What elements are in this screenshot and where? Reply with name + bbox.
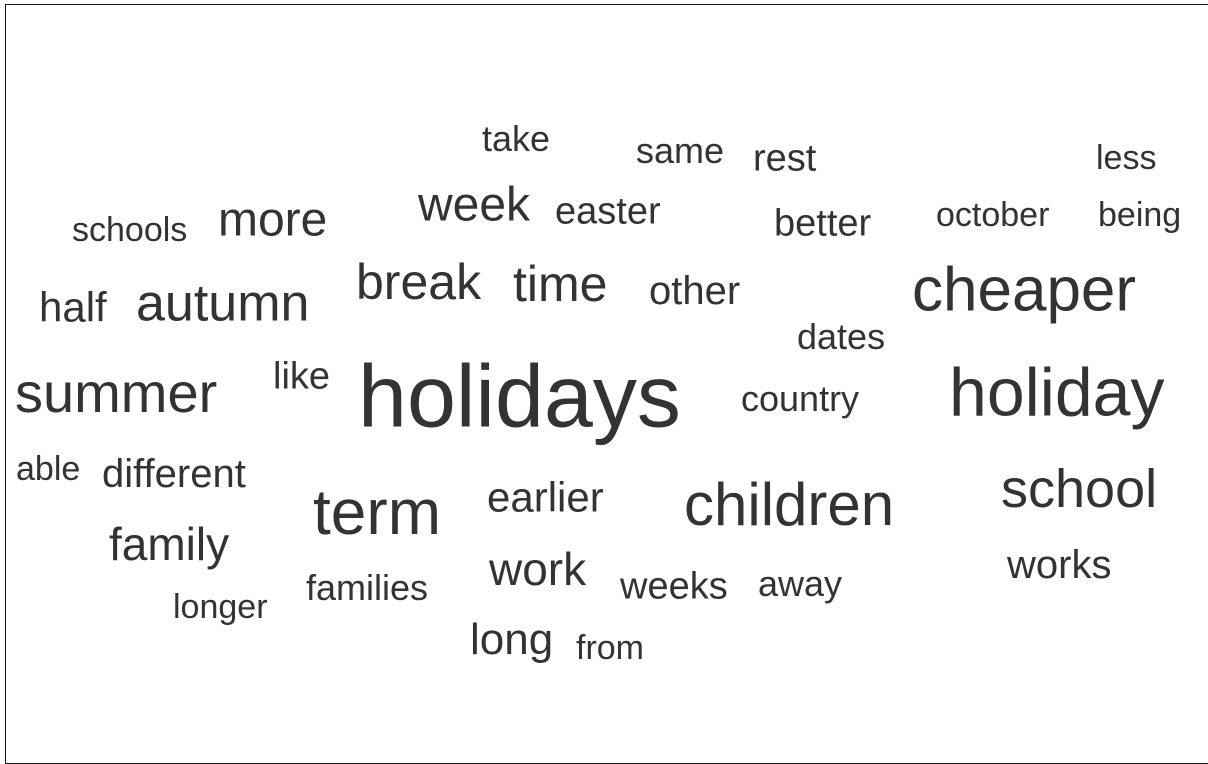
word-cheaper: cheaper [912, 255, 1137, 325]
word-week: week [418, 178, 531, 232]
word-term: term [313, 475, 441, 548]
word-different: different [102, 452, 246, 496]
word-families: families [306, 567, 429, 609]
word-take: take [482, 118, 551, 160]
word-time: time [513, 256, 608, 312]
word-holidays: holidays [358, 346, 681, 446]
word-easter: easter [555, 190, 661, 233]
word-family: family [109, 518, 230, 571]
word-dates: dates [797, 316, 886, 358]
word-less: less [1096, 138, 1157, 177]
word-work: work [489, 543, 587, 596]
word-half: half [39, 283, 107, 331]
word-more: more [218, 193, 328, 247]
word-cloud-panel: holidays holiday cheaper term children s… [5, 4, 1208, 764]
word-schools: schools [72, 210, 188, 249]
word-like: like [273, 355, 331, 398]
word-longer: longer [173, 587, 268, 626]
word-better: better [774, 202, 872, 245]
word-able: able [16, 449, 81, 488]
word-being: being [1098, 195, 1182, 234]
word-earlier: earlier [487, 473, 604, 521]
word-works: works [1007, 543, 1112, 587]
word-children: children [684, 471, 895, 538]
word-long: long [470, 614, 554, 664]
word-country: country [741, 378, 860, 420]
word-summer: summer [15, 361, 218, 425]
word-autumn: autumn [136, 274, 310, 333]
word-weeks: weeks [620, 565, 728, 608]
word-other: other [649, 269, 741, 313]
word-from: from [576, 628, 644, 667]
word-same: same [636, 130, 725, 172]
word-away: away [758, 563, 843, 605]
word-rest: rest [753, 137, 817, 180]
word-october: october [936, 195, 1050, 234]
word-school: school [1001, 458, 1158, 519]
word-holiday: holiday [949, 354, 1165, 431]
word-break: break [356, 254, 482, 310]
